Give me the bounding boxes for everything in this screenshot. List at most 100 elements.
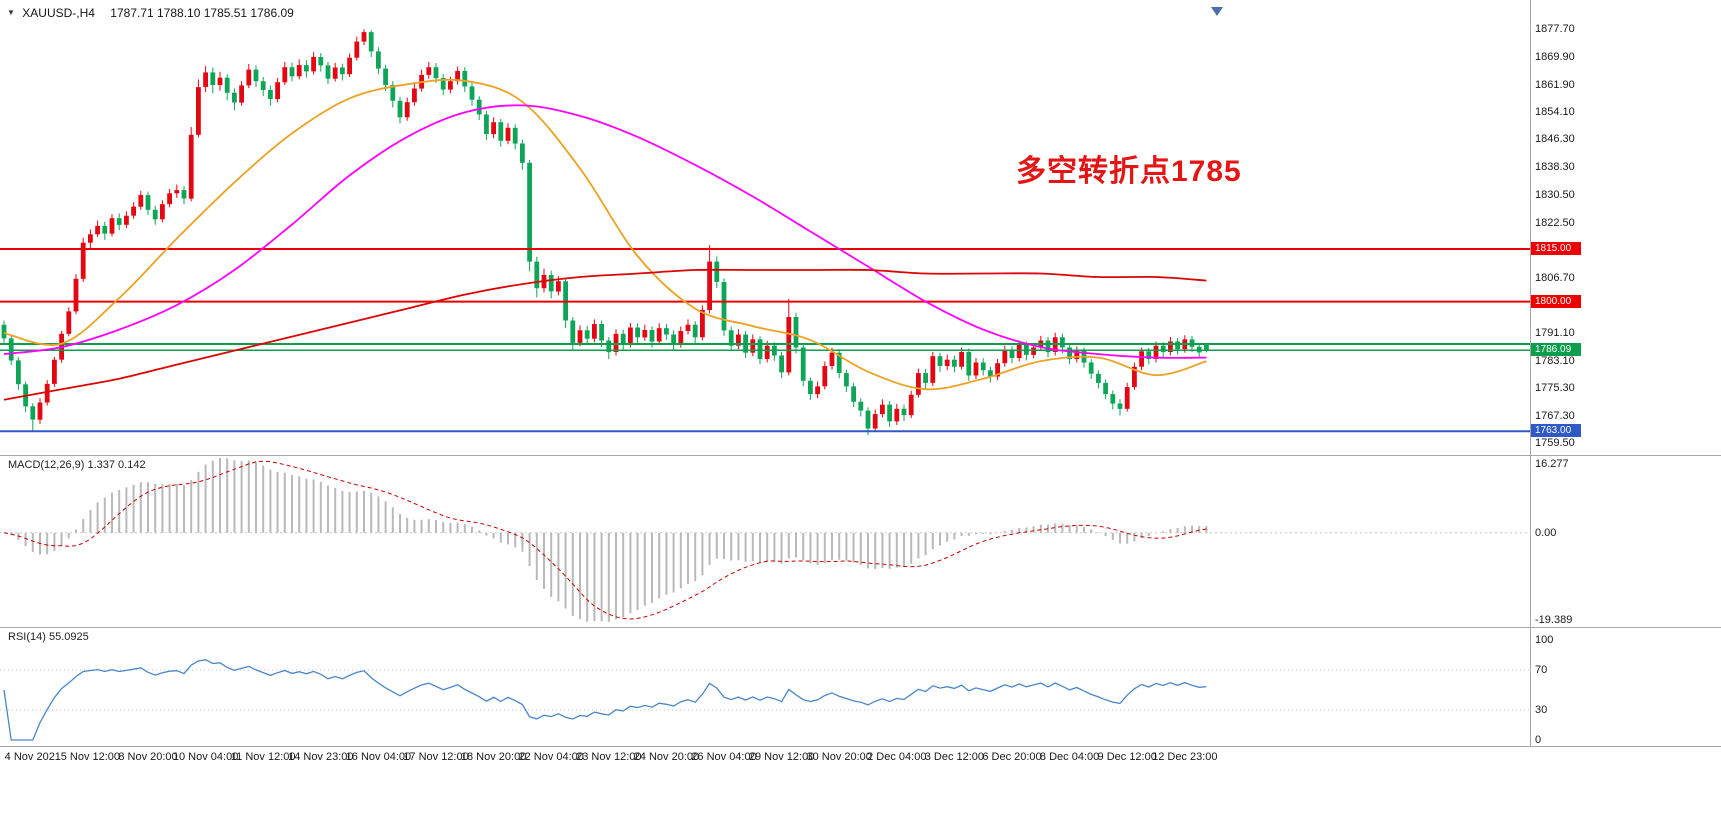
candle-body: [1031, 347, 1036, 355]
candle-body: [858, 401, 864, 411]
macd-histogram: [10, 458, 1208, 622]
candle-body: [224, 77, 230, 93]
candle-body: [361, 32, 367, 42]
candle-body: [116, 218, 122, 225]
candle-body: [102, 225, 108, 234]
candle-body: [88, 234, 93, 243]
candle-body: [167, 193, 172, 205]
candle-body: [16, 360, 21, 385]
candle-body: [448, 81, 453, 90]
candle-body: [988, 370, 993, 377]
candle-body: [822, 366, 828, 387]
candle-body: [1117, 403, 1123, 409]
candle-body: [1067, 347, 1072, 360]
rsi-indicator-label: RSI(14) 55.0925: [8, 631, 89, 643]
candle-body: [109, 218, 115, 234]
candle-body: [944, 359, 950, 366]
candle-body: [347, 57, 352, 75]
candle-body: [714, 261, 720, 282]
candle-body: [505, 127, 511, 141]
candle-body: [872, 414, 878, 429]
candle-body: [1204, 344, 1209, 351]
candle-body: [1096, 373, 1101, 383]
candle-body: [181, 190, 187, 199]
candle-body: [728, 330, 734, 346]
candle-body: [656, 328, 662, 342]
candle-body: [894, 408, 900, 422]
candle-body: [815, 386, 820, 395]
symbol-period-label: XAUUSD-,H4: [22, 6, 95, 20]
chart-title: ▼ XAUUSD-,H4 1787.71 1788.10 1785.51 178…: [7, 6, 294, 20]
candle-body: [30, 406, 36, 420]
candle-body: [1074, 351, 1080, 360]
candle-body: [1103, 382, 1108, 395]
chart-shift-marker[interactable]: [1211, 7, 1223, 16]
macd-indicator-label: MACD(12,26,9) 1.337 0.142: [8, 459, 146, 471]
candle-body: [995, 363, 1000, 377]
candle-body: [383, 68, 388, 86]
moving-average-mid-magenta: [3, 104, 1207, 359]
candle-body: [556, 281, 561, 292]
annotation-text: 多空转折点1785: [1016, 155, 1242, 188]
candle-body: [736, 334, 741, 346]
candle-body: [606, 340, 612, 353]
candle-body: [210, 72, 216, 85]
candle-body: [404, 102, 410, 118]
candle-body: [757, 339, 763, 359]
candle-body: [577, 330, 583, 343]
candle-body: [376, 51, 381, 69]
candle-body: [887, 404, 892, 422]
candle-body: [584, 330, 590, 339]
candle-body: [282, 67, 288, 83]
candle-body: [628, 327, 633, 344]
candle-body: [462, 71, 468, 87]
candle-body: [484, 114, 489, 135]
candle-body: [1146, 351, 1152, 359]
candle-body: [1002, 349, 1008, 364]
candle-body: [426, 67, 432, 75]
candle-body: [174, 190, 180, 194]
candle-body: [923, 373, 928, 383]
candle-body: [325, 65, 331, 79]
candle-body: [671, 334, 676, 345]
candle-body: [354, 41, 360, 58]
candle-body: [476, 99, 482, 115]
candle-body: [808, 380, 813, 395]
candle-body: [534, 261, 540, 289]
candle-body: [498, 122, 504, 141]
candle-body: [412, 88, 417, 103]
candle-body: [678, 331, 684, 345]
candle-body: [289, 67, 295, 77]
candle-body: [1016, 345, 1022, 358]
candle-body: [304, 65, 309, 72]
candle-body: [829, 352, 835, 366]
candle-body: [764, 345, 770, 359]
candle-body: [750, 339, 756, 353]
candle-body: [592, 324, 597, 339]
candle-body: [95, 225, 100, 235]
candle-body: [37, 402, 43, 420]
candle-body: [1153, 345, 1159, 359]
candle-body: [930, 356, 936, 383]
candle-body: [1110, 394, 1116, 404]
rsi-line: [3, 659, 1207, 741]
candle-body: [1168, 341, 1173, 352]
candle-body: [188, 134, 194, 199]
candle-body: [649, 330, 655, 342]
candle-body: [160, 204, 165, 220]
candle-body: [952, 359, 957, 367]
candle-body: [311, 57, 316, 72]
candle-body: [340, 67, 345, 75]
candle-body: [131, 206, 136, 216]
candle-body: [491, 122, 496, 135]
candle-body: [836, 352, 842, 373]
candle-body: [253, 69, 259, 82]
moving-average-fast-orange: [3, 78, 1207, 391]
candle-body: [548, 274, 554, 292]
candle-body: [145, 195, 151, 210]
candle-body: [980, 362, 986, 371]
candle-body: [455, 71, 460, 82]
candle-body: [973, 362, 979, 376]
